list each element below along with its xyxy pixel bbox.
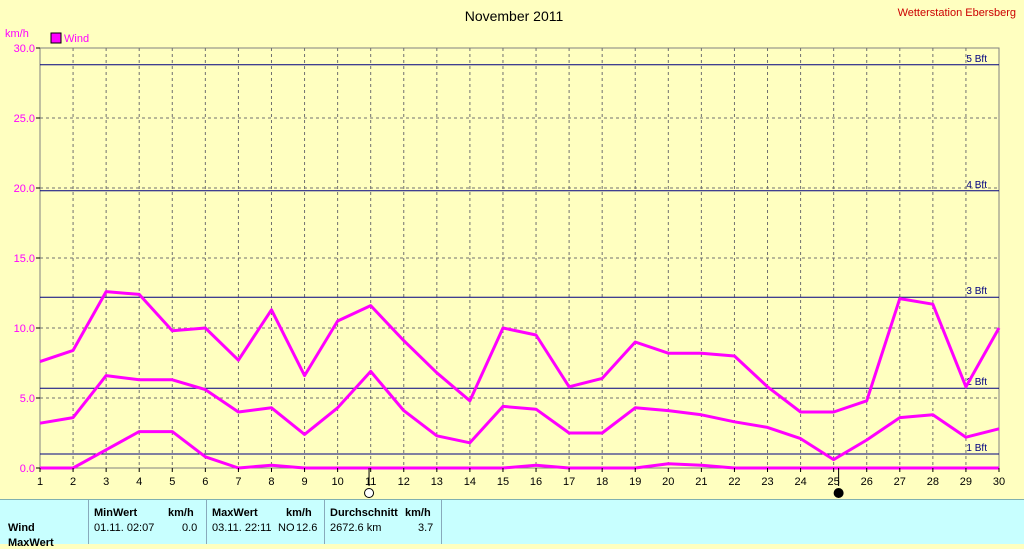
max-unit: km/h bbox=[286, 507, 312, 519]
avg-value: 3.7 bbox=[418, 522, 434, 534]
new-moon-icon bbox=[833, 488, 844, 498]
x-tick-label: 9 bbox=[301, 476, 307, 488]
stats-row-label-2: MaxWert bbox=[8, 537, 54, 549]
min-unit: km/h bbox=[168, 507, 194, 519]
min-value: 0.0 bbox=[182, 522, 198, 534]
full-moon-icon bbox=[364, 488, 375, 498]
max-date: 03.11. 22:11 bbox=[212, 522, 272, 534]
max-header: MaxWert bbox=[212, 507, 258, 519]
x-tick-label: 18 bbox=[596, 476, 608, 488]
min-header: MinWert bbox=[94, 507, 138, 519]
x-tick-label: 25 bbox=[828, 476, 840, 488]
x-tick-label: 8 bbox=[268, 476, 274, 488]
statistics-panel: Wind MaxWert MinWert km/h 01.11. 02:07 0… bbox=[0, 499, 1024, 549]
y-tick-label: 25.0 bbox=[14, 113, 35, 125]
legend-label: Wind bbox=[64, 33, 89, 45]
x-tick-label: 4 bbox=[136, 476, 142, 488]
y-tick-label: 0.0 bbox=[20, 463, 35, 475]
bft-label: 4 Bft bbox=[966, 180, 987, 191]
y-axis-label: km/h bbox=[5, 28, 29, 40]
bft-label: 5 Bft bbox=[966, 54, 987, 65]
chart-title: November 2011 bbox=[465, 8, 564, 24]
wind-min-line bbox=[40, 430, 999, 470]
x-tick-label: 22 bbox=[728, 476, 740, 488]
x-tick-label: 24 bbox=[794, 476, 806, 488]
avg-header: Durchschnitt bbox=[330, 507, 398, 519]
x-tick-label: 23 bbox=[761, 476, 773, 488]
max-direction: NO bbox=[278, 522, 295, 534]
max-value: 12.6 bbox=[296, 522, 318, 534]
wind-avg-line bbox=[39, 369, 1000, 462]
bft-label: 3 Bft bbox=[966, 286, 987, 297]
x-tick-label: 1 bbox=[37, 476, 43, 488]
x-tick-label: 2 bbox=[70, 476, 76, 488]
legend-swatch bbox=[50, 32, 62, 44]
x-tick-label: 20 bbox=[662, 476, 674, 488]
x-tick-label: 10 bbox=[331, 476, 343, 488]
bft-label: 1 Bft bbox=[966, 443, 987, 454]
y-tick-label: 20.0 bbox=[14, 183, 35, 195]
min-date: 01.11. 02:07 bbox=[94, 522, 155, 534]
avg-unit: km/h bbox=[405, 507, 431, 519]
y-tick-label: 10.0 bbox=[14, 323, 35, 335]
x-tick-label: 16 bbox=[530, 476, 542, 488]
x-tick-label: 30 bbox=[993, 476, 1005, 488]
x-tick-label: 5 bbox=[169, 476, 175, 488]
stats-row-label: Wind bbox=[8, 522, 35, 534]
x-tick-label: 21 bbox=[695, 476, 707, 488]
wind-chart: November 2011 Wetterstation Ebersberg km… bbox=[5, 7, 1016, 498]
x-tick-label: 17 bbox=[563, 476, 575, 488]
wind-max-line bbox=[39, 290, 1001, 414]
avg-distance: 2672.6 km bbox=[330, 522, 382, 534]
x-tick-label: 14 bbox=[464, 476, 476, 488]
y-tick-label: 15.0 bbox=[14, 253, 35, 265]
x-tick-label: 7 bbox=[235, 476, 241, 488]
bft-label: 2 Bft bbox=[966, 377, 987, 388]
x-tick-label: 19 bbox=[629, 476, 641, 488]
x-tick-label: 27 bbox=[894, 476, 906, 488]
x-tick-label: 26 bbox=[861, 476, 873, 488]
x-tick-label: 13 bbox=[431, 476, 443, 488]
x-tick-label: 29 bbox=[960, 476, 972, 488]
station-name: Wetterstation Ebersberg bbox=[898, 7, 1016, 19]
x-tick-label: 6 bbox=[202, 476, 208, 488]
x-tick-label: 3 bbox=[103, 476, 109, 488]
x-tick-label: 28 bbox=[927, 476, 939, 488]
y-tick-label: 5.0 bbox=[20, 393, 35, 405]
x-tick-label: 12 bbox=[398, 476, 410, 488]
x-tick-label: 11 bbox=[365, 476, 376, 488]
x-tick-label: 15 bbox=[497, 476, 509, 488]
y-tick-label: 30.0 bbox=[14, 43, 35, 55]
